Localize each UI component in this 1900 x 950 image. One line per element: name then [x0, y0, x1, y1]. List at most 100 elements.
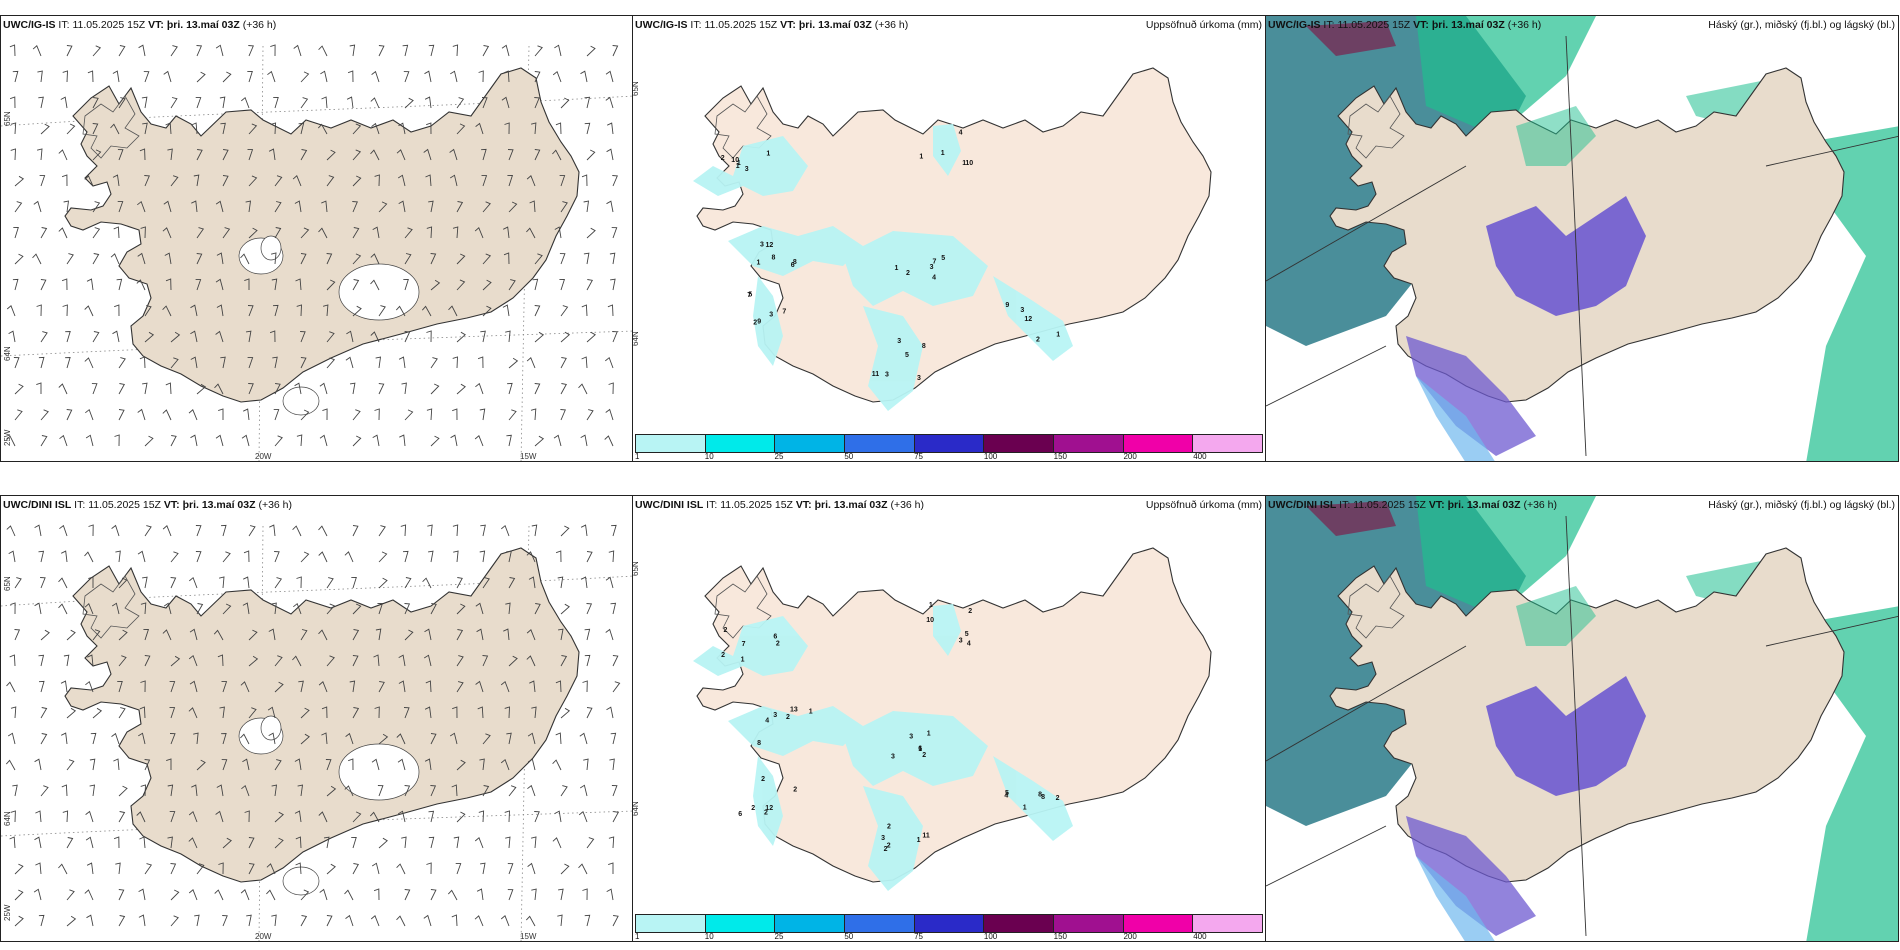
wind-barb — [474, 435, 484, 447]
wind-barb — [579, 784, 588, 797]
wind-barb — [300, 331, 306, 343]
wind-barb — [474, 837, 484, 849]
wind-barb — [37, 70, 43, 83]
wind-barb — [424, 96, 432, 109]
precip-panel-header: UWC/DINI ISL IT: 11.05.2025 15Z VT: þri.… — [635, 499, 925, 511]
wind-barb — [426, 862, 432, 875]
wind-barb — [196, 863, 205, 875]
precip-value-label: 1 — [766, 151, 770, 158]
wind-barb — [560, 707, 571, 719]
wind-barb — [274, 175, 283, 187]
wind-barb — [479, 408, 486, 421]
wind-barb — [430, 733, 437, 745]
wind-barb — [326, 253, 333, 265]
wind-barb — [169, 707, 176, 719]
wind-barb — [505, 602, 511, 615]
wind-barb — [190, 304, 198, 317]
wind-barb — [294, 200, 302, 213]
wind-barb — [188, 837, 198, 849]
wind-barb — [266, 889, 276, 901]
wind-barb — [38, 96, 44, 109]
colorbar-tick-label: 200 — [1123, 452, 1137, 461]
precip-value-label: 2 — [751, 805, 755, 812]
wind-barb — [61, 278, 68, 291]
precip-value-label: 7 — [742, 641, 746, 648]
wind-barb — [32, 253, 42, 265]
westfjords-coast — [1347, 575, 1405, 639]
wind-barb — [170, 175, 179, 187]
wind-barb — [248, 707, 257, 719]
wind-barb — [10, 148, 16, 161]
wind-barb — [112, 330, 120, 343]
wind-barb — [352, 201, 358, 213]
wind-barb — [607, 122, 614, 135]
wind-barb — [351, 577, 357, 589]
precip-value-label: 3 — [745, 166, 749, 173]
wind-barb — [215, 810, 224, 823]
wind-barb — [165, 382, 172, 395]
wind-barb — [91, 383, 98, 395]
precip-value-label: 3 — [959, 637, 963, 644]
wind-barb — [189, 628, 198, 641]
wind-barb — [143, 71, 150, 83]
wind-barb — [213, 629, 224, 641]
colorbar-swatch — [775, 435, 846, 452]
wind-barb — [526, 551, 536, 563]
wind-barb — [584, 654, 591, 667]
wind-barb — [271, 602, 277, 615]
wind-barb — [404, 97, 414, 109]
wind-barb — [604, 435, 614, 447]
wind-barb — [612, 175, 618, 187]
wind-barb — [560, 383, 567, 395]
wind-barb — [352, 409, 361, 421]
wind-barb — [530, 836, 537, 849]
wind-barb — [586, 279, 594, 291]
wind-barb — [531, 524, 538, 537]
wind-barb — [14, 383, 24, 395]
wind-barb — [404, 785, 411, 797]
wind-barb — [300, 253, 307, 265]
wind-barb — [188, 707, 198, 719]
wind-barb — [10, 810, 16, 823]
wind-barb — [222, 71, 232, 83]
wind-barb — [66, 123, 76, 135]
wind-barb — [402, 550, 409, 563]
wind-barb — [217, 654, 224, 667]
wind-barb — [241, 784, 250, 797]
wind-barb — [139, 836, 146, 849]
wind-barb — [372, 434, 380, 447]
glacier-outline — [338, 263, 420, 321]
wind-barb — [559, 175, 566, 187]
precip-value-label: 2 — [887, 824, 891, 831]
wind-barb — [62, 70, 68, 83]
mid-cloud-area — [1416, 496, 1596, 616]
wind-barb — [526, 629, 536, 641]
precip-value-label: 8 — [1038, 792, 1042, 799]
wind-barb — [296, 576, 302, 589]
wind-barb — [555, 550, 562, 563]
wind-barb — [58, 227, 68, 239]
wind-barb — [404, 603, 411, 615]
wind-barb — [349, 44, 356, 57]
wind-barb — [220, 524, 227, 537]
wind-barb — [352, 811, 362, 823]
mid-cloud-area — [1416, 16, 1596, 136]
wind-barb — [40, 123, 50, 135]
wind-barb — [165, 278, 172, 291]
wind-barb — [268, 628, 276, 641]
wind-barb — [300, 707, 310, 719]
wind-barb — [426, 122, 432, 135]
wind-barb — [191, 784, 198, 797]
wind-barb — [612, 915, 619, 927]
wind-barb — [534, 149, 541, 161]
wind-barb — [456, 603, 466, 615]
wind-barb — [9, 654, 16, 667]
wind-barb — [88, 576, 94, 588]
precip-value-label: 6 — [773, 634, 777, 641]
wind-barb — [248, 45, 254, 57]
wind-barb — [170, 45, 178, 57]
wind-barb — [504, 706, 510, 719]
wind-barb — [142, 382, 148, 395]
precip-area — [753, 276, 783, 366]
wind-barb — [347, 70, 354, 83]
